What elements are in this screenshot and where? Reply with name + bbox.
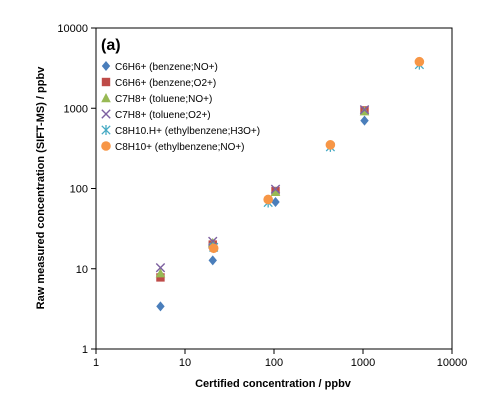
legend-marker [101, 125, 111, 135]
data-point [325, 140, 336, 150]
legend-item: C8H10.H+ (ethylbenzene;H3O+) [101, 125, 260, 137]
x-tick-label: 1000 [351, 357, 375, 369]
data-point [270, 186, 281, 196]
legend-item: C8H10+ (ethylbenzene;NO+) [101, 141, 245, 153]
data-point [270, 184, 281, 194]
y-tick-label: 10 [76, 264, 88, 276]
legend-label: C8H10.H+ (ethylbenzene;H3O+) [115, 126, 260, 137]
legend-marker [101, 109, 111, 119]
data-point [155, 263, 166, 273]
data-point [208, 255, 217, 266]
legend-label: C6H6+ (benzene;NO+) [115, 62, 218, 73]
y-axis-title: Raw measured concentration (SIFT-MS) / p… [35, 66, 47, 310]
legend-item: C7H8+ (toluene;O2+) [101, 109, 211, 121]
legend-label: C8H10+ (ethylbenzene;NO+) [115, 142, 245, 153]
legend-marker [101, 93, 111, 103]
x-tick-label: 1 [93, 357, 99, 369]
legend-marker [101, 141, 111, 151]
data-point [156, 273, 165, 282]
series-1 [156, 115, 369, 312]
y-tick-label: 10000 [57, 23, 88, 35]
legend-label: C7H8+ (toluene;NO+) [115, 94, 212, 105]
data-points [155, 56, 425, 312]
y-tick-label: 100 [70, 184, 88, 196]
series-6 [208, 56, 425, 254]
series-5 [209, 59, 425, 253]
x-tick-label: 100 [265, 357, 283, 369]
legend-marker [101, 77, 111, 87]
legend-label: C7H8+ (toluene;O2+) [115, 110, 211, 121]
y-tick-label: 1 [82, 344, 88, 356]
data-point [359, 104, 370, 115]
legend-marker [101, 61, 111, 71]
legend-item: C6H6+ (benzene;NO+) [101, 61, 218, 73]
x-axis-title: Certified concentration / ppbv [195, 378, 352, 390]
panel-label: (a) [101, 37, 121, 54]
legend-item: C7H8+ (toluene;NO+) [101, 93, 212, 105]
y-tick-label: 1000 [64, 103, 88, 115]
data-point [208, 243, 219, 254]
data-point [271, 196, 280, 207]
data-point [360, 115, 369, 126]
data-point [155, 268, 166, 278]
legend-label: C6H6+ (benzene;O2+) [115, 78, 216, 89]
data-point [263, 194, 273, 205]
x-tick-label: 10000 [437, 357, 468, 369]
x-tick-label: 10 [179, 357, 191, 369]
legend-item: C6H6+ (benzene;O2+) [101, 77, 216, 89]
axis-ticks: 1 10 100 1000 10000 1 10 100 1000 10000 [57, 23, 467, 369]
legend: C6H6+ (benzene;NO+) C6H6+ (benzene;O2+) C7… [101, 61, 260, 153]
data-point [156, 301, 165, 312]
data-point [414, 56, 425, 67]
